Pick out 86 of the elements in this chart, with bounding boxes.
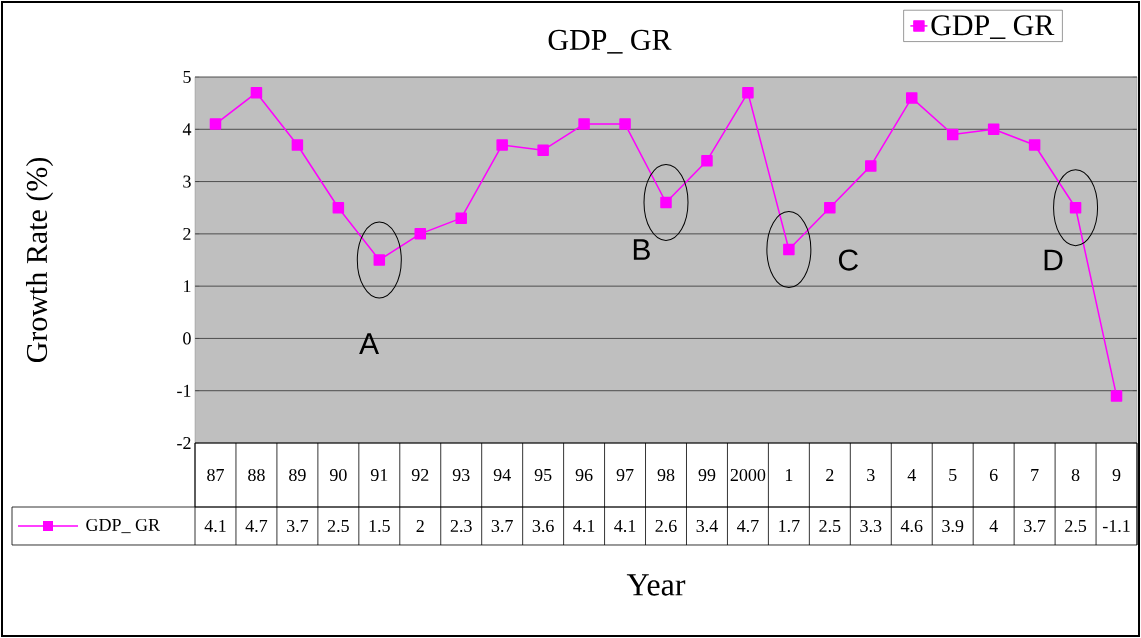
data-label: 3.9 bbox=[942, 519, 964, 533]
data-label: 1.5 bbox=[369, 519, 390, 533]
x-tick-label: 3 bbox=[867, 468, 875, 482]
x-tick-label: 97 bbox=[616, 468, 634, 482]
y-tick-label: -1 bbox=[177, 384, 191, 397]
data-label: -1.1 bbox=[1102, 519, 1130, 533]
data-label: 2.6 bbox=[655, 519, 677, 533]
annotation: B bbox=[633, 239, 650, 260]
data-label: 4.7 bbox=[245, 519, 268, 533]
x-tick-label: 96 bbox=[575, 468, 593, 482]
point bbox=[496, 139, 508, 151]
point bbox=[209, 118, 222, 130]
point bbox=[987, 123, 1000, 136]
point bbox=[905, 92, 918, 104]
data-label: 3.7 bbox=[287, 519, 309, 533]
data-label: 2.5 bbox=[819, 519, 841, 533]
y-tick-label: 2 bbox=[183, 227, 191, 240]
x-tick-label: 88 bbox=[248, 468, 265, 482]
point bbox=[1028, 139, 1041, 151]
point bbox=[578, 118, 590, 130]
x-tick-label: 99 bbox=[698, 468, 716, 482]
x-tick-label: 7 bbox=[1031, 469, 1039, 481]
chart-title: GDP_ GR bbox=[548, 29, 672, 54]
y-tick-label: 3 bbox=[183, 175, 191, 188]
point bbox=[537, 144, 549, 156]
data-label: 2.5 bbox=[1065, 519, 1087, 533]
x-tick-label: 94 bbox=[493, 468, 511, 482]
point bbox=[291, 139, 304, 151]
x-tick-label: 93 bbox=[452, 468, 470, 482]
point bbox=[946, 128, 959, 141]
point bbox=[619, 118, 631, 130]
x-tick-label: 6 bbox=[989, 468, 998, 482]
data-label: 3.3 bbox=[860, 519, 882, 533]
annotation: C bbox=[838, 249, 858, 271]
point bbox=[660, 196, 672, 209]
annotation: D bbox=[1044, 249, 1063, 271]
data-label: 3.6 bbox=[532, 519, 554, 533]
point bbox=[250, 86, 263, 99]
data-label: 3.4 bbox=[696, 519, 718, 533]
y-tick-label: 1 bbox=[184, 280, 191, 293]
x-tick-label: 98 bbox=[657, 468, 675, 482]
x-tick-label: 8 bbox=[1071, 468, 1080, 482]
point bbox=[701, 154, 713, 167]
data-label: 2.3 bbox=[450, 519, 472, 533]
point bbox=[865, 160, 877, 172]
legend-label: GDP_ GR bbox=[931, 15, 1055, 39]
point bbox=[824, 201, 836, 214]
x-axis-title: Year bbox=[626, 574, 686, 596]
point bbox=[373, 254, 386, 266]
data-label: 4.6 bbox=[900, 519, 923, 533]
text: GDP_ GR bbox=[86, 518, 161, 534]
x-tick-label: 2000 bbox=[730, 468, 766, 482]
data-label: 3.7 bbox=[491, 519, 513, 533]
point bbox=[332, 201, 345, 214]
y-tick-label: 4 bbox=[182, 123, 192, 136]
y-axis-title: Growth Rate (%) bbox=[25, 158, 54, 363]
y-tick-label: 5 bbox=[183, 71, 191, 83]
point bbox=[455, 212, 467, 224]
data-label: 3.7 bbox=[1024, 519, 1046, 533]
x-tick-label: 2 bbox=[826, 469, 834, 481]
y-tick-label: 0 bbox=[183, 332, 191, 345]
data-label: 1.7 bbox=[779, 519, 800, 533]
x-tick-label: 91 bbox=[370, 468, 388, 482]
data-label: 4.1 bbox=[573, 519, 595, 533]
data-label: 4.1 bbox=[204, 519, 226, 533]
data-label: 2.5 bbox=[327, 519, 349, 533]
x-tick-label: 5 bbox=[949, 469, 957, 481]
point bbox=[742, 86, 754, 99]
x-tick-label: 90 bbox=[329, 468, 347, 482]
x-tick-label: 9 bbox=[1112, 468, 1121, 482]
x-tick-label: 92 bbox=[411, 468, 429, 482]
x-tick-label: 1 bbox=[785, 469, 793, 481]
point bbox=[1110, 390, 1123, 402]
x-tick-label: 4 bbox=[907, 469, 916, 481]
data-label: 4.7 bbox=[737, 519, 759, 533]
data-label: 4.1 bbox=[614, 519, 636, 533]
annotation: A bbox=[359, 333, 380, 354]
point bbox=[414, 228, 427, 240]
y-tick-label: -2 bbox=[177, 437, 191, 449]
data-label: 2 bbox=[416, 520, 424, 532]
data-label: 4 bbox=[989, 520, 998, 532]
x-tick-label: 95 bbox=[534, 468, 552, 482]
point bbox=[783, 243, 795, 256]
point bbox=[1069, 201, 1082, 214]
x-tick-label: 89 bbox=[289, 468, 306, 482]
x-tick-label: 87 bbox=[207, 468, 224, 482]
